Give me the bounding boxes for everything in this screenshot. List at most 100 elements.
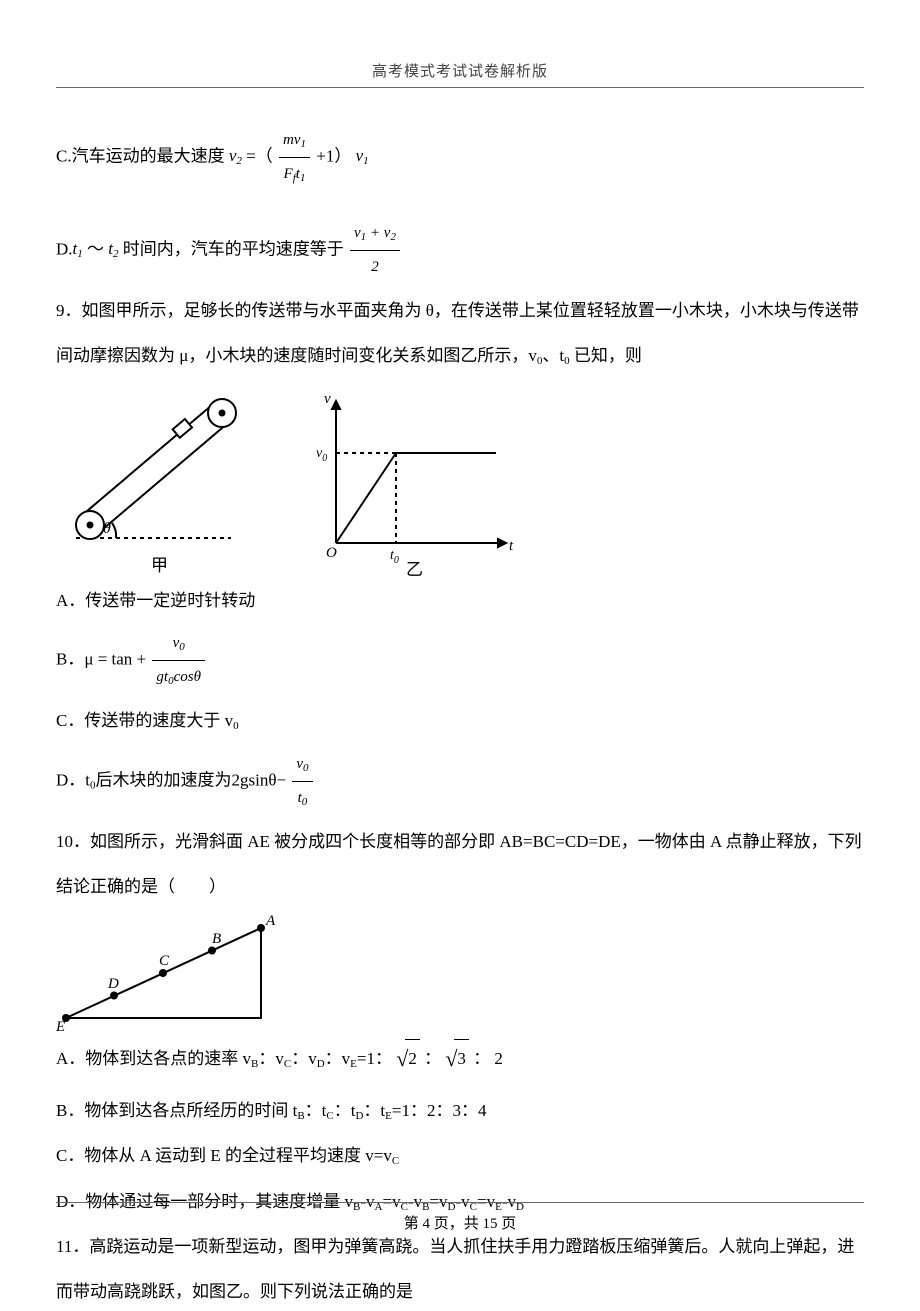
- svg-text:v0: v0: [316, 446, 327, 464]
- footer-total: 15: [483, 1216, 498, 1232]
- q10a-se: E: [350, 1058, 357, 1070]
- q9d-dens: 0: [302, 796, 308, 808]
- q9-stem: 9．如图甲所示，足够长的传送带与水平面夹角为 θ，在传送带上某位置轻轻放置一小木…: [56, 292, 864, 329]
- q9-diagrams: θ 甲 v t v0 t0 O 乙: [56, 383, 864, 578]
- q10b-se: E: [385, 1110, 392, 1122]
- optd-t2sub: 2: [113, 248, 119, 260]
- q10a-col2: ：: [424, 1049, 445, 1068]
- q11-text-a: 高跷运动是一项新型运动，图甲为弹簧高跷。当人抓住扶手用力蹬踏板压缩弹簧后。人就向…: [89, 1237, 854, 1256]
- q9-c: C．传送带的速度大于 v0: [56, 702, 864, 739]
- q11-stem: 11．高跷运动是一项新型运动，图甲为弹簧高跷。当人抓住扶手用力蹬踏板压缩弹簧后。…: [56, 1228, 864, 1265]
- optd-mid: 时间内，汽车的平均速度等于: [123, 239, 344, 258]
- optc-plus1: +1）: [316, 146, 351, 165]
- q10a-rt2: 2: [405, 1039, 420, 1077]
- q10-text-a: 如图所示，光滑斜面 AE 被分成四个长度相等的部分即 AB=BC=CD=DE，一…: [90, 832, 862, 851]
- q10a-sd: D: [317, 1058, 325, 1070]
- q9b-den: gt: [156, 669, 168, 685]
- q10b-sc: C: [326, 1110, 333, 1122]
- optc-den-t-sub: 1: [300, 172, 306, 184]
- optc-num: mv: [283, 132, 301, 148]
- q9-belt-diagram: θ 甲: [56, 383, 266, 578]
- optd-plus: +: [366, 225, 384, 241]
- q10-C: C: [159, 953, 170, 969]
- footer-cur: 4: [422, 1216, 430, 1232]
- q9-origin: O: [326, 545, 337, 561]
- q10b-sb: B: [297, 1110, 304, 1122]
- q10-a: A．物体到达各点的速率 vB：vC：vD：vE=1： √2 ： √3 ： 2: [56, 1035, 864, 1083]
- q10a-c3: ：v: [325, 1049, 351, 1068]
- q11-num: 11．: [56, 1237, 89, 1256]
- footer-line: [56, 1202, 864, 1203]
- optc-num-sub: 1: [300, 138, 306, 150]
- optd-tilde: ～: [87, 239, 104, 258]
- q9d-num: v: [296, 756, 303, 772]
- q10b-eq: =1：2：3：4: [392, 1101, 487, 1120]
- q11-stem-2: 而带动高跷跳跃，如图乙。则下列说法正确的是: [56, 1273, 864, 1310]
- q10-E: E: [56, 1019, 65, 1033]
- q9c-sub: 0: [233, 720, 239, 732]
- q9-b-prefix: B．μ = tan +: [56, 650, 150, 669]
- optd-prefix: D.: [56, 239, 73, 258]
- optd-den: 2: [350, 250, 400, 284]
- optd-num-v2s: 2: [390, 231, 396, 243]
- q9-num: 9．: [56, 301, 82, 320]
- q9-text-c: 、t: [542, 346, 564, 365]
- q9-theta: θ: [103, 520, 111, 537]
- footer-prefix: 第: [404, 1216, 423, 1232]
- q10-c: C．物体从 A 运动到 E 的全过程平均速度 v=vC: [56, 1137, 864, 1174]
- q10-D: D: [107, 976, 119, 992]
- q9-v0s: 0: [322, 453, 327, 464]
- page-footer: 第 4 页，共 15 页: [0, 1212, 920, 1233]
- footer-mid: 页，共: [430, 1216, 483, 1232]
- q9d-mid: 后木块的加速度为2gsinθ−: [96, 770, 287, 789]
- q10a-pref: A．物体到达各点的速率 v: [56, 1049, 251, 1068]
- q10-stem: 10．如图所示，光滑斜面 AE 被分成四个长度相等的部分即 AB=BC=CD=D…: [56, 823, 864, 860]
- optc-eq: =（: [246, 146, 273, 165]
- q10-A: A: [265, 913, 276, 929]
- q9-text-d: 已知，则: [570, 346, 642, 365]
- q9-graph: v t v0 t0 O 乙: [296, 383, 526, 578]
- q10a-c1: ：v: [258, 1049, 284, 1068]
- q10-B: B: [212, 931, 221, 947]
- q9b-nums: 0: [179, 641, 185, 653]
- q10a-col3: ： 2: [473, 1049, 503, 1068]
- q9-t0s: 0: [394, 555, 399, 566]
- q9c-pref: C．传送带的速度大于 v: [56, 711, 233, 730]
- optc-den-f: F: [284, 166, 293, 182]
- option-c: C.汽车运动的最大速度 v2 =（ mv1 Fft1 +1） v1: [56, 124, 864, 191]
- q10a-eq: =1：: [357, 1049, 396, 1068]
- q9d-nums: 0: [303, 762, 309, 774]
- optd-num-v1: v: [354, 225, 361, 241]
- q10b-c1: ：t: [305, 1101, 327, 1120]
- q9-t-axis: t: [509, 538, 514, 554]
- q10b-c3: ：t: [363, 1101, 385, 1120]
- q10-num: 10．: [56, 832, 90, 851]
- optd-t1sub: 1: [77, 248, 83, 260]
- q9-d: D．t0后木块的加速度为2gsinθ− v0 t0: [56, 748, 864, 815]
- q9-stem-2: 间动摩擦因数为 μ，小木块的速度随时间变化关系如图乙所示，v0、t0 已知，则: [56, 337, 864, 374]
- v2-sub: 2: [236, 155, 242, 167]
- q10-incline-diagram: A B C D E: [56, 913, 286, 1033]
- q9-text-b: 间动摩擦因数为 μ，小木块的速度随时间变化关系如图乙所示，v: [56, 346, 537, 365]
- option-d: D.t1 ～ t2 时间内，汽车的平均速度等于 v1 + v2 2: [56, 217, 864, 284]
- q9-text-a: 如图甲所示，足够长的传送带与水平面夹角为 θ，在传送带上某位置轻轻放置一小木块，…: [82, 301, 859, 320]
- v1: v: [356, 146, 364, 165]
- q9d-pref: D．t: [56, 770, 90, 789]
- q10a-rt3: 3: [454, 1039, 469, 1077]
- q10c-text: C．物体从 A 运动到 E 的全过程平均速度 v=v: [56, 1146, 392, 1165]
- q10b-pref: B．物体到达各点所经历的时间 t: [56, 1101, 297, 1120]
- q9-caption-jia: 甲: [151, 556, 168, 575]
- svg-text:t0: t0: [390, 548, 399, 566]
- q10-b: B．物体到达各点所经历的时间 tB：tC：tD：tE=1：2：3：4: [56, 1092, 864, 1129]
- q10a-c2: ：v: [291, 1049, 317, 1068]
- q10c-sub: C: [392, 1155, 399, 1167]
- q9b-dencos: cosθ: [174, 669, 201, 685]
- q9-b: B．μ = tan + v0 gt0cosθ: [56, 627, 864, 694]
- q9-caption-yi: 乙: [406, 560, 423, 578]
- v1-sub: 1: [363, 155, 369, 167]
- optc-prefix: C.汽车运动的最大速度: [56, 146, 229, 165]
- footer-suffix: 页: [498, 1216, 517, 1232]
- page-header: 高考模式考试试卷解析版: [56, 60, 864, 88]
- q10b-c2: ：t: [334, 1101, 356, 1120]
- q9-a: A．传送带一定逆时针转动: [56, 582, 864, 619]
